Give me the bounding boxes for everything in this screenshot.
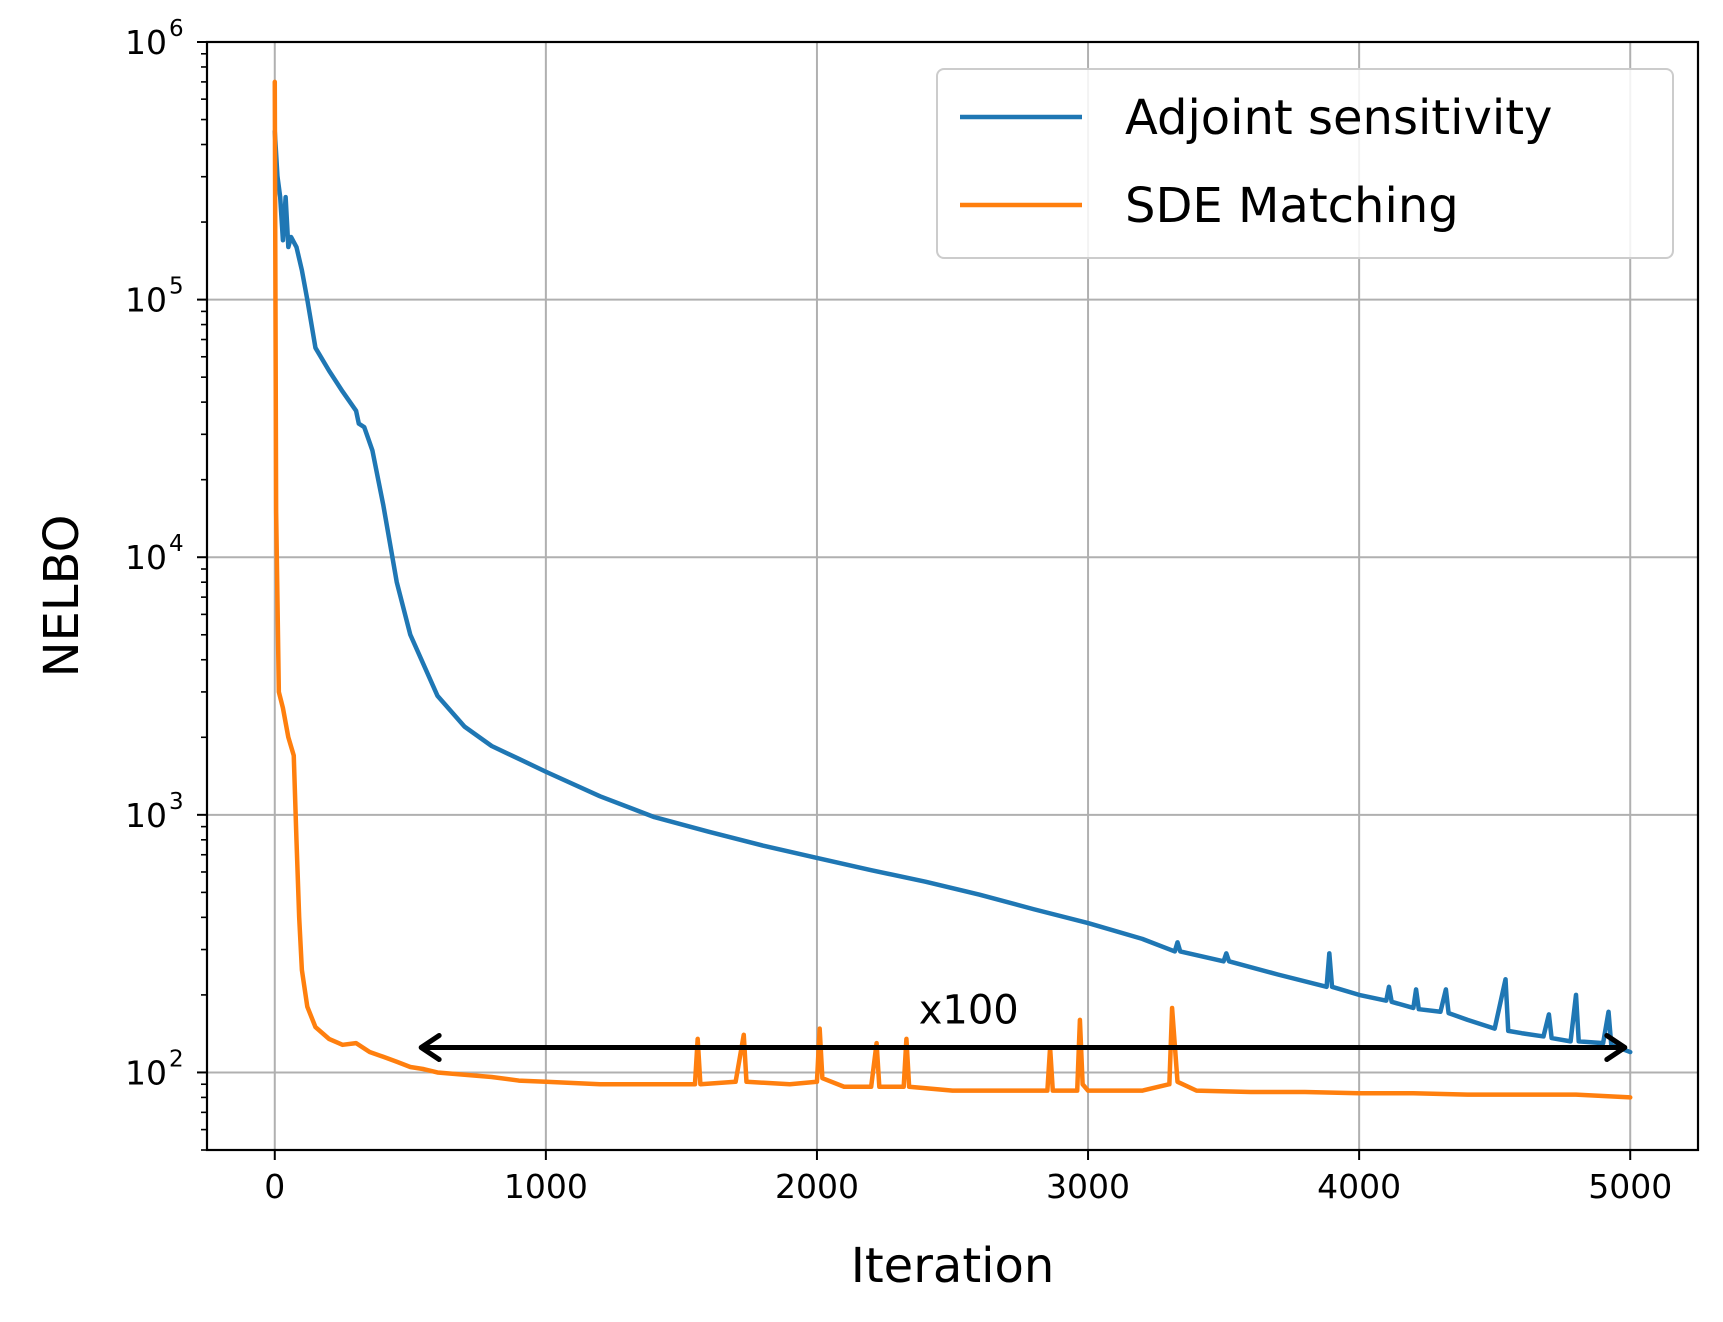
y-tick-base: 10	[125, 23, 167, 62]
y-tick-base: 10	[125, 1053, 167, 1092]
y-axis-label: NELBO	[34, 515, 90, 678]
x-tick-label: 0	[264, 1167, 285, 1206]
series-line-0	[272, 129, 1633, 1055]
y-tick-label: 10	[125, 23, 167, 62]
legend-label-adjoint: Adjoint sensitivity	[1125, 90, 1552, 146]
plot-frame	[205, 40, 1700, 1152]
y-tick-base: 10	[125, 538, 167, 577]
y-tick-base: 10	[125, 796, 167, 835]
y-tick-exponent: 3	[169, 789, 184, 815]
x-tick-label: 1000	[504, 1167, 588, 1206]
y-tick-label: 10	[125, 281, 167, 320]
y-tick-exponent: 2	[169, 1046, 184, 1072]
x-tick-label: 2000	[775, 1167, 859, 1206]
legend-box	[936, 68, 1674, 259]
y-tick-label: 10	[125, 1053, 167, 1092]
annotation-label: x100	[919, 987, 1019, 1033]
y-tick-exponent: 5	[169, 274, 184, 300]
y-tick-label: 10	[125, 538, 167, 577]
series-line-1	[272, 79, 1633, 1100]
annotation-arrow-head-left	[418, 1032, 442, 1062]
y-tick-label: 10	[125, 796, 167, 835]
x-tick-label: 4000	[1317, 1167, 1401, 1206]
x-tick-label: 5000	[1588, 1167, 1672, 1206]
series-layer	[272, 79, 1633, 1100]
y-tick-exponent: 6	[169, 16, 184, 42]
x-axis: 0 1000 2000 3000 4000 5000	[264, 1150, 1672, 1206]
annotation-arrow-head-right	[1604, 1032, 1628, 1062]
annotation-layer: x100	[418, 987, 1628, 1062]
x-axis-label: Iteration	[851, 1238, 1055, 1294]
legend-label-sde-matching: SDE Matching	[1125, 178, 1459, 234]
legend: Adjoint sensitivity SDE Matching	[936, 68, 1674, 259]
x-tick-label: 3000	[1046, 1167, 1130, 1206]
y-tick-exponent: 4	[169, 531, 184, 557]
y-tick-base: 10	[125, 281, 167, 320]
